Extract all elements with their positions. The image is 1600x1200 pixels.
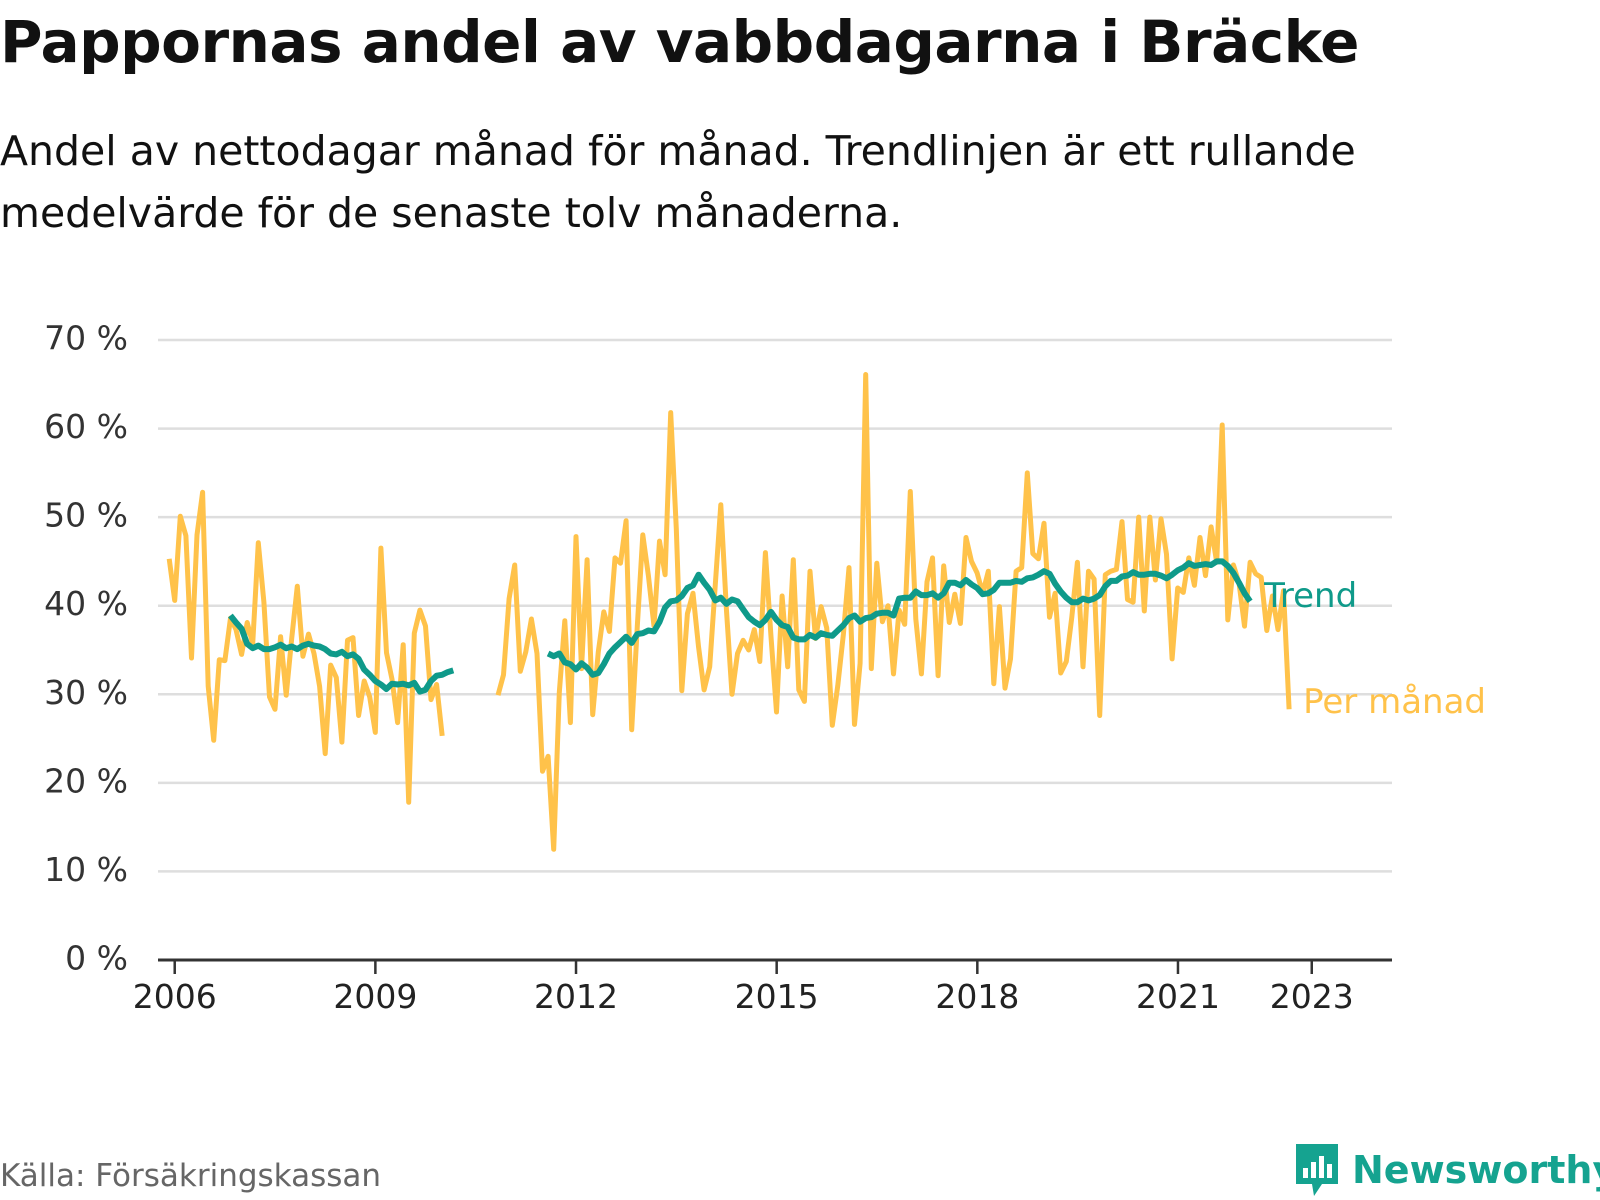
y-tick-label-30: 30 % [44, 673, 128, 712]
y-tick-label-50: 50 % [44, 496, 128, 535]
x-tick-label-2015: 2015 [735, 977, 819, 1016]
series-line-trend-segment-2 [546, 558, 1253, 678]
x-tick-label-2009: 2009 [333, 977, 417, 1016]
y-tick-label-10: 10 % [44, 850, 128, 889]
y-tick-label-0: 0 % [65, 939, 128, 978]
y-tick-label-70: 70 % [44, 319, 128, 358]
y-gridlines [158, 338, 1392, 873]
series-line-trend-segment-1 [228, 613, 455, 695]
x-tick-label-2012: 2012 [534, 977, 618, 1016]
x-tick-label-2006: 2006 [133, 977, 217, 1016]
brand-name: Newsworthy [1352, 1148, 1600, 1192]
chart-subtitle: Andel av nettodagar månad för månad. Tre… [0, 127, 1356, 237]
y-tick-label-60: 60 % [44, 407, 128, 446]
monthly-series-label: Per månad [1303, 682, 1486, 722]
source-note: Källa: Försäkringskassan [0, 1158, 382, 1194]
newsworthy-logo: Newsworthy [1292, 1140, 1600, 1200]
series-line-per-manad-segment-2 [495, 372, 1292, 852]
y-tick-label-20: 20 % [44, 761, 128, 800]
y-axis-tick-labels: 0 % 10 % 20 % 30 % 40 % 50 % 60 % 70 % [44, 319, 128, 978]
x-tick-label-2021: 2021 [1136, 977, 1220, 1016]
trend-series-label: Trend [1263, 576, 1357, 616]
x-tick-label-2018: 2018 [935, 977, 1019, 1016]
newsworthy-chart-icon [1296, 1144, 1338, 1196]
series-trend [228, 558, 1253, 695]
x-tick-label-2023: 2023 [1270, 977, 1354, 1016]
series-per-manad [166, 372, 1292, 852]
x-axis: 2006 2009 2012 2015 2018 2021 2023 [133, 958, 1392, 1016]
chart-title: Pappornas andel av vabbdagarna i Bräcke [0, 8, 1360, 76]
y-tick-label-40: 40 % [44, 584, 128, 623]
